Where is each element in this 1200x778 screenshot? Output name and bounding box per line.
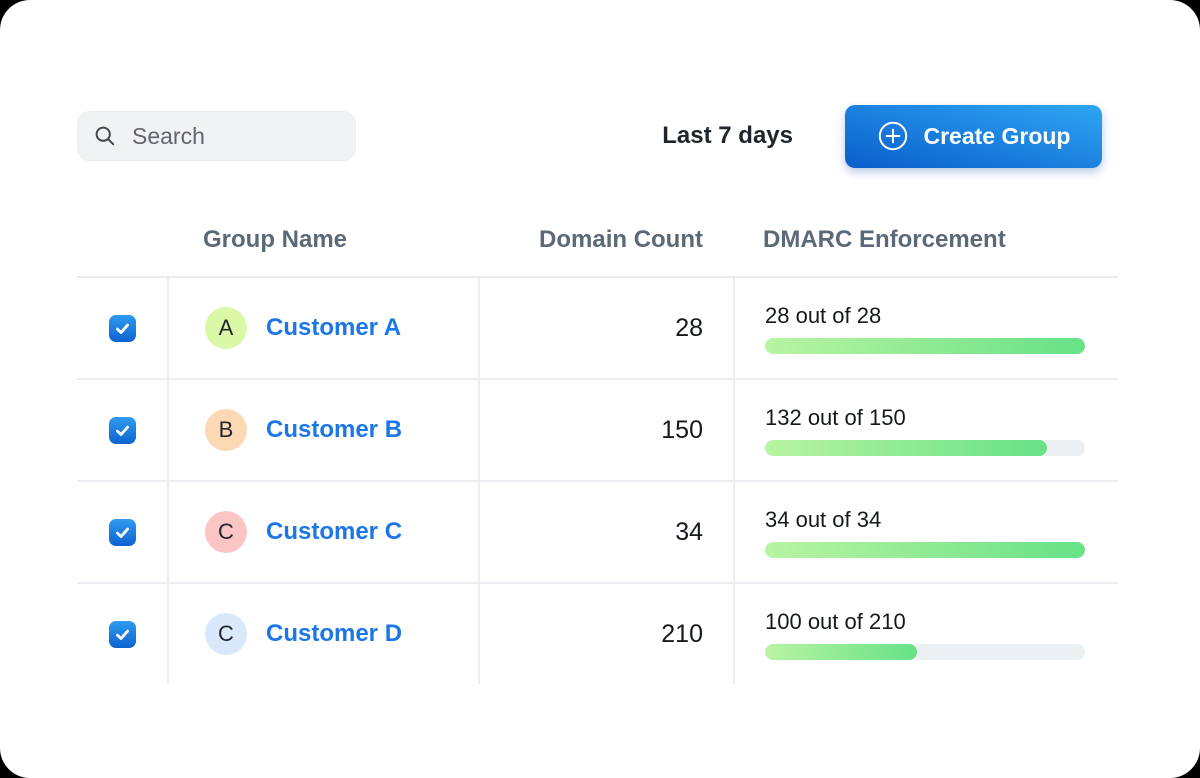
dmarc-progress-fill bbox=[765, 541, 1085, 558]
select-cell bbox=[77, 584, 167, 684]
plus-circle-icon bbox=[878, 121, 907, 151]
group-name-cell: C Customer D bbox=[167, 584, 478, 684]
group-name-link[interactable]: Customer B bbox=[266, 416, 403, 443]
check-icon bbox=[115, 527, 129, 538]
dmarc-progress-track bbox=[765, 439, 1085, 456]
groups-table: Group Name Domain Count DMARC Enforcemen… bbox=[77, 226, 1118, 684]
domain-count-value: 210 bbox=[478, 584, 733, 684]
group-name-cell: B Customer B bbox=[167, 380, 478, 480]
dmarc-enforcement: 34 out of 34 bbox=[765, 507, 1085, 558]
dmarc-enforcement: 28 out of 28 bbox=[765, 303, 1085, 354]
search-icon bbox=[95, 126, 115, 146]
domain-count-value: 150 bbox=[478, 380, 733, 480]
group-name-cell: A Customer A bbox=[167, 278, 478, 378]
domain-count-value: 28 bbox=[478, 278, 733, 378]
row-checkbox[interactable] bbox=[108, 416, 136, 444]
dmarc-progress-track bbox=[765, 541, 1085, 558]
create-group-label: Create Group bbox=[923, 122, 1071, 149]
avatar: C bbox=[205, 613, 247, 655]
dmarc-count-label: 34 out of 34 bbox=[765, 506, 882, 532]
avatar: B bbox=[205, 409, 247, 451]
toolbar: Last 7 days Create Group bbox=[77, 104, 1102, 168]
dmarc-progress-fill bbox=[765, 337, 1085, 354]
dmarc-progress-track bbox=[765, 643, 1085, 660]
dmarc-cell: 100 out of 210 bbox=[733, 584, 1115, 684]
dmarc-progress-fill bbox=[765, 643, 918, 660]
dmarc-count-label: 132 out of 150 bbox=[765, 404, 906, 430]
select-cell bbox=[77, 278, 167, 378]
dmarc-count-label: 100 out of 210 bbox=[765, 608, 906, 634]
dmarc-progress-track bbox=[765, 337, 1085, 354]
row-checkbox[interactable] bbox=[108, 620, 136, 648]
check-icon bbox=[115, 425, 129, 436]
avatar: A bbox=[205, 307, 247, 349]
dmarc-cell: 34 out of 34 bbox=[733, 482, 1115, 582]
table-header-row: Group Name Domain Count DMARC Enforcemen… bbox=[77, 226, 1118, 278]
table-row: B Customer B 150 132 out of 150 bbox=[77, 380, 1118, 482]
dmarc-cell: 28 out of 28 bbox=[733, 278, 1115, 378]
check-icon bbox=[115, 629, 129, 640]
search-box[interactable] bbox=[77, 111, 356, 161]
avatar: C bbox=[205, 511, 247, 553]
group-name-link[interactable]: Customer C bbox=[266, 518, 403, 545]
dmarc-progress-fill bbox=[765, 439, 1047, 456]
row-checkbox[interactable] bbox=[108, 518, 136, 546]
column-header-select bbox=[77, 226, 167, 276]
column-header-domain-count: Domain Count bbox=[539, 226, 703, 253]
dmarc-enforcement: 132 out of 150 bbox=[765, 405, 1085, 456]
select-cell bbox=[77, 482, 167, 582]
row-checkbox[interactable] bbox=[108, 314, 136, 342]
dmarc-cell: 132 out of 150 bbox=[733, 380, 1115, 480]
check-icon bbox=[115, 323, 129, 334]
search-input[interactable] bbox=[130, 121, 340, 151]
select-cell bbox=[77, 380, 167, 480]
column-header-dmarc-enforcement: DMARC Enforcement bbox=[763, 226, 1006, 253]
table-row: C Customer C 34 34 out of 34 bbox=[77, 482, 1118, 584]
domain-count-value: 34 bbox=[478, 482, 733, 582]
table-row: A Customer A 28 28 out of 28 bbox=[77, 278, 1118, 380]
group-name-link[interactable]: Customer D bbox=[266, 620, 403, 647]
group-name-cell: C Customer C bbox=[167, 482, 478, 582]
group-name-link[interactable]: Customer A bbox=[266, 314, 402, 341]
dmarc-count-label: 28 out of 28 bbox=[765, 302, 882, 328]
create-group-button[interactable]: Create Group bbox=[845, 104, 1102, 168]
column-header-group-name: Group Name bbox=[203, 226, 348, 253]
dmarc-enforcement: 100 out of 210 bbox=[765, 609, 1085, 660]
table-body: A Customer A 28 28 out of 28 B Customer … bbox=[77, 278, 1118, 684]
date-range-label: Last 7 days bbox=[662, 122, 793, 149]
table-row: C Customer D 210 100 out of 210 bbox=[77, 584, 1118, 684]
